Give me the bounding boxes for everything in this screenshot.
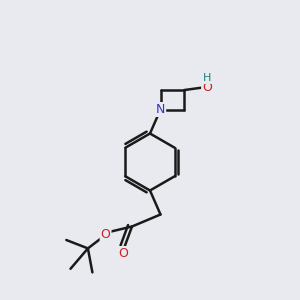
Text: N: N: [156, 103, 165, 116]
Text: H: H: [203, 73, 211, 83]
Text: O: O: [118, 247, 128, 260]
Text: O: O: [202, 81, 212, 94]
Text: O: O: [101, 228, 110, 242]
